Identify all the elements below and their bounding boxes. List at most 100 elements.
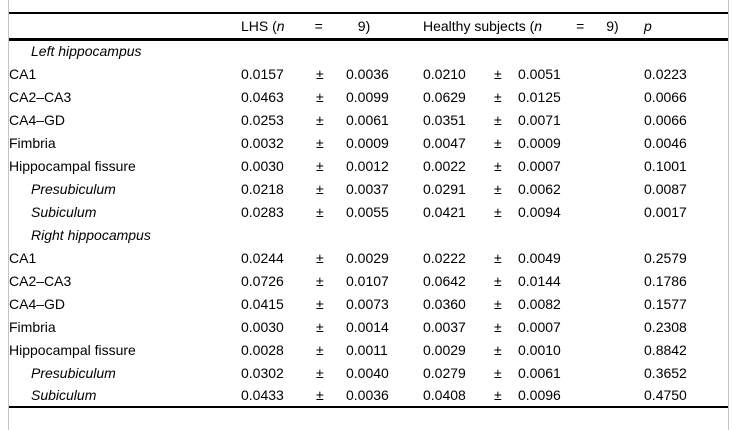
- healthy-sd-cell: 0.0010: [518, 341, 561, 358]
- lhs-sd-cell: [346, 223, 423, 246]
- lhs-mean-cell: 0.0244: [241, 249, 284, 266]
- p-value-cell: 0.0017: [644, 203, 687, 220]
- row-label: Hippocampal fissure: [9, 341, 136, 358]
- healthy-mean-cell: 0.0210: [423, 65, 466, 82]
- p-value-cell: 0.1001: [644, 157, 687, 174]
- healthy-mean-cell: 0.0629: [423, 88, 466, 105]
- row-label: CA2–CA3: [9, 88, 72, 105]
- table-row: Fimbria 0.0032 ± 0.0009 0.0047 ± 0.0009 …: [9, 131, 728, 154]
- healthy-sd-cell: 0.0094: [518, 203, 561, 220]
- lhs-mean-cell: 0.0283: [241, 203, 284, 220]
- healthy-mean-cell: [423, 223, 494, 246]
- healthy-plusminus: ±: [494, 134, 502, 151]
- p-value-cell: 0.8842: [644, 341, 687, 358]
- lhs-count: 9): [357, 17, 371, 34]
- healthy-plusminus: ±: [494, 111, 502, 128]
- lhs-sd-cell: 0.0012: [346, 157, 389, 174]
- table-row: Presubiculum 0.0302 ± 0.0040 0.0279 ± 0.…: [9, 361, 728, 384]
- n-symbol: n: [534, 17, 543, 34]
- row-label: CA4–GD: [9, 111, 66, 128]
- row-label: Hippocampal fissure: [9, 157, 136, 174]
- lhs-mean-cell: 0.0726: [241, 272, 284, 289]
- p-value-cell: 0.2579: [644, 249, 687, 266]
- row-label: Fimbria: [9, 134, 56, 151]
- table-row: Left hippocampus: [9, 39, 728, 62]
- lhs-mean-cell: [241, 39, 316, 62]
- lhs-sd-cell: 0.0036: [346, 65, 389, 82]
- row-label: Presubiculum: [31, 364, 116, 381]
- table-row: Subiculum 0.0283 ± 0.0055 0.0421 ± 0.009…: [9, 200, 728, 223]
- row-label: Right hippocampus: [31, 226, 151, 243]
- healthy-mean-cell: 0.0421: [423, 203, 466, 220]
- table-row: CA2–CA3 0.0726 ± 0.0107 0.0642 ± 0.0144 …: [9, 269, 728, 292]
- healthy-mean-cell: 0.0029: [423, 341, 466, 358]
- table-row: CA4–GD 0.0253 ± 0.0061 0.0351 ± 0.0071 0…: [9, 108, 728, 131]
- lhs-sd-cell: 0.0107: [346, 272, 389, 289]
- table-row: Presubiculum 0.0218 ± 0.0037 0.0291 ± 0.…: [9, 177, 728, 200]
- p-value-cell: [644, 223, 728, 246]
- p-value-cell: [644, 39, 728, 62]
- header-row: LHS (n = 9) Healthy subjects (n = 9) p: [9, 13, 729, 39]
- healthy-sd-cell: 0.0071: [518, 111, 561, 128]
- row-label: CA1: [9, 249, 37, 266]
- lhs-plusminus: ±: [316, 203, 324, 220]
- healthy-plusminus: ±: [494, 364, 502, 381]
- table-row: Hippocampal fissure 0.0028 ± 0.0011 0.00…: [9, 338, 728, 361]
- healthy-equals: =: [576, 17, 585, 34]
- lhs-plusminus: ±: [316, 65, 324, 82]
- lhs-mean-cell: 0.0030: [241, 157, 284, 174]
- healthy-sd-cell: 0.0061: [518, 364, 561, 381]
- lhs-mean-cell: 0.0218: [241, 180, 284, 197]
- row-label: CA4–GD: [9, 295, 66, 312]
- hippocampus-volume-table: LHS (n = 9) Healthy subjects (n = 9) p Left …: [9, 12, 729, 408]
- table-row: Right hippocampus: [9, 223, 728, 246]
- lhs-plusminus: ±: [316, 134, 324, 151]
- p-value-cell: 0.3652: [644, 364, 687, 381]
- healthy-sd-cell: 0.0062: [518, 180, 561, 197]
- healthy-sd-cell: 0.0125: [518, 88, 561, 105]
- row-label: CA2–CA3: [9, 272, 72, 289]
- p-value-cell: 0.4750: [644, 387, 687, 403]
- healthy-sd-cell: 0.0082: [518, 295, 561, 312]
- lhs-sd-cell: [346, 39, 423, 62]
- lhs-sd-cell: 0.0029: [346, 249, 389, 266]
- healthy-mean-cell: 0.0037: [423, 318, 466, 335]
- lhs-plusminus: ±: [316, 180, 324, 197]
- p-value-cell: 0.1577: [644, 295, 687, 312]
- table-row: Fimbria 0.0030 ± 0.0014 0.0037 ± 0.0007 …: [9, 315, 728, 338]
- table-row: CA2–CA3 0.0463 ± 0.0099 0.0629 ± 0.0125 …: [9, 85, 728, 108]
- healthy-group-prefix: Healthy subjects (n: [423, 17, 543, 34]
- p-value-cell: 0.0066: [644, 88, 687, 105]
- lhs-mean-cell: [241, 223, 316, 246]
- healthy-plusminus: ±: [494, 387, 502, 403]
- lhs-plusminus: [316, 223, 346, 246]
- row-label: Fimbria: [9, 318, 56, 335]
- healthy-sd-cell: 0.0009: [518, 134, 561, 151]
- healthy-mean-cell: 0.0047: [423, 134, 466, 151]
- healthy-mean-cell: 0.0408: [423, 387, 466, 403]
- healthy-sd-cell: [518, 223, 644, 246]
- healthy-mean-cell: 0.0222: [423, 249, 466, 266]
- healthy-group-header: Healthy subjects (n = 9): [423, 13, 644, 39]
- table-row: CA1 0.0244 ± 0.0029 0.0222 ± 0.0049 0.25…: [9, 246, 728, 269]
- lhs-plusminus: ±: [316, 157, 324, 174]
- row-label: Subiculum: [31, 387, 97, 403]
- row-label: Subiculum: [31, 203, 97, 220]
- lhs-sd-cell: 0.0037: [346, 180, 389, 197]
- healthy-mean-cell: 0.0022: [423, 157, 466, 174]
- healthy-sd-cell: [518, 39, 644, 62]
- p-value-cell: 0.0066: [644, 111, 687, 128]
- lhs-sd-cell: 0.0061: [346, 111, 389, 128]
- healthy-plusminus: [494, 223, 518, 246]
- healthy-plusminus: ±: [494, 272, 502, 289]
- lhs-plusminus: ±: [316, 249, 324, 266]
- healthy-plusminus: ±: [494, 318, 502, 335]
- healthy-sd-cell: 0.0144: [518, 272, 561, 289]
- p-value-cell: 0.0223: [644, 65, 687, 82]
- p-value-cell: 0.0046: [644, 134, 687, 151]
- lhs-sd-cell: 0.0099: [346, 88, 389, 105]
- lhs-sd-cell: 0.0040: [346, 364, 389, 381]
- lhs-plusminus: ±: [316, 272, 324, 289]
- lhs-plusminus: ±: [316, 341, 324, 358]
- table-body: Left hippocampus CA1 0.0157 ± 0.0036 0.0…: [9, 39, 728, 407]
